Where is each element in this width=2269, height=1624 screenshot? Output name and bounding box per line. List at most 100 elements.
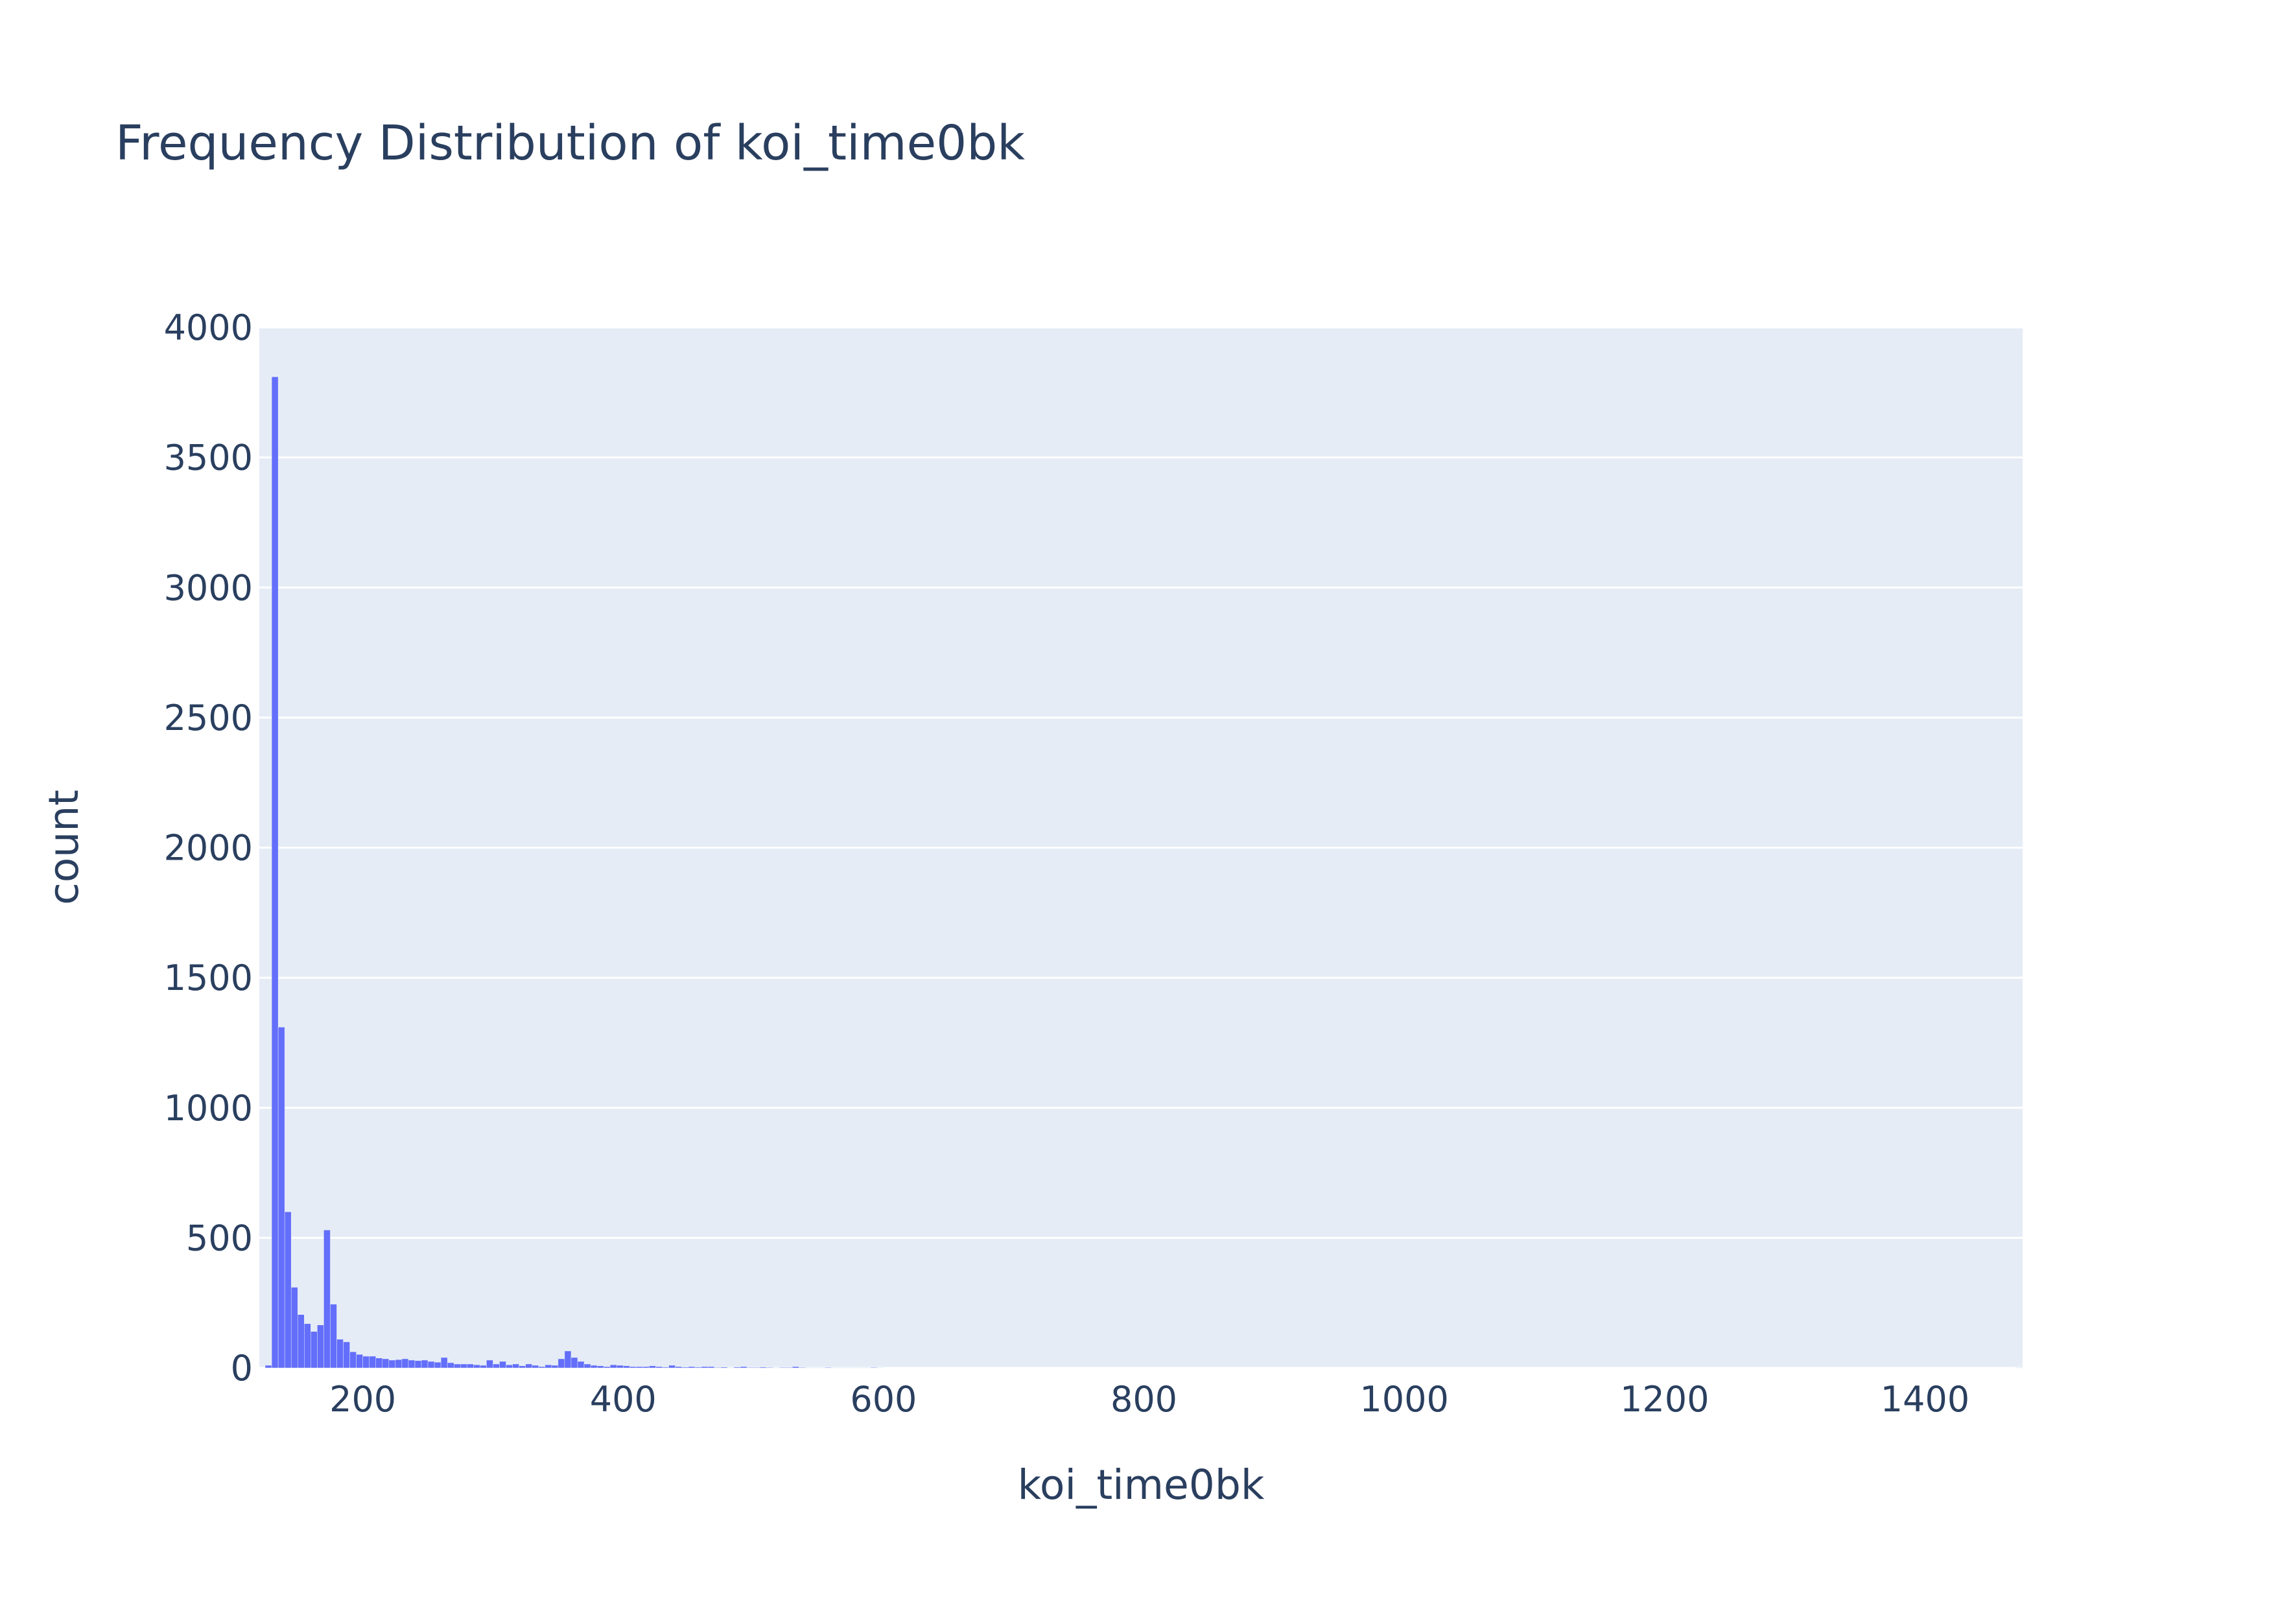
histogram-bar — [428, 1361, 434, 1368]
y-tick-label: 1000 — [164, 1088, 253, 1129]
histogram-bar — [447, 1363, 454, 1368]
y-axis-title: count — [40, 790, 88, 905]
histogram-bar — [357, 1354, 363, 1368]
histogram-bar — [799, 1367, 805, 1368]
histogram-bar — [740, 1367, 747, 1368]
histogram-bar — [265, 1365, 272, 1368]
histogram-bar — [513, 1364, 519, 1368]
histogram-bar — [591, 1365, 597, 1368]
histogram-bar — [291, 1288, 298, 1368]
x-tick-label: 1200 — [1620, 1379, 1709, 1420]
histogram-bar — [636, 1367, 642, 1368]
histogram-bar — [760, 1367, 766, 1368]
histogram-bar — [539, 1367, 545, 1368]
histogram-bar — [304, 1324, 311, 1368]
histogram-bar — [753, 1367, 760, 1368]
histogram-bar — [578, 1361, 584, 1368]
histogram-bar — [395, 1359, 402, 1368]
histogram-bar — [545, 1365, 552, 1368]
y-tick-label: 3500 — [164, 438, 253, 478]
histogram-bar — [565, 1351, 571, 1368]
histogram-bar — [663, 1367, 669, 1368]
y-tick-label: 2500 — [164, 698, 253, 738]
histogram-bar — [825, 1367, 832, 1368]
y-tick-label: 2000 — [164, 828, 253, 869]
histogram-bar — [688, 1367, 695, 1368]
histogram-bar — [460, 1364, 467, 1368]
histogram-bar — [552, 1365, 558, 1368]
x-tick-label: 1400 — [1881, 1379, 1969, 1420]
x-axis-title: koi_time0bk — [1018, 1461, 1265, 1509]
histogram-bar — [714, 1367, 721, 1368]
histogram-bar — [415, 1361, 421, 1368]
histogram-bar — [610, 1365, 617, 1368]
histogram-bar — [467, 1364, 473, 1368]
histogram-bar — [779, 1367, 786, 1368]
histogram-bar — [317, 1325, 323, 1368]
histogram-bar — [695, 1367, 701, 1368]
histogram-bar — [669, 1365, 676, 1368]
histogram-bar — [389, 1360, 395, 1368]
histogram-bar — [298, 1315, 304, 1368]
histogram-bar — [558, 1359, 565, 1368]
histogram-bar — [649, 1366, 655, 1368]
histogram-bar — [617, 1365, 623, 1368]
y-tick-label: 3000 — [164, 567, 253, 608]
histogram-bar — [747, 1367, 753, 1368]
histogram-bar — [682, 1367, 688, 1368]
histogram-bar — [350, 1352, 357, 1368]
histogram-bar — [499, 1361, 506, 1368]
histogram-bar — [701, 1367, 708, 1368]
histogram-bar — [480, 1365, 486, 1368]
histogram-bar — [441, 1358, 447, 1368]
x-tick-label: 600 — [850, 1379, 917, 1420]
histogram-bar — [519, 1366, 526, 1368]
histogram-bar — [382, 1359, 389, 1368]
histogram-bar — [434, 1362, 441, 1368]
histogram-bar — [323, 1230, 330, 1368]
histogram-bar — [421, 1360, 428, 1368]
histogram-bar — [871, 1367, 877, 1368]
histogram-bar — [493, 1364, 499, 1368]
histogram-bar — [642, 1367, 649, 1368]
histogram-bar — [532, 1365, 539, 1368]
x-tick-label: 400 — [590, 1379, 657, 1420]
histogram-bar — [792, 1367, 799, 1368]
histogram-bar — [330, 1304, 336, 1368]
x-tick-label: 200 — [329, 1379, 396, 1420]
histogram-bar — [676, 1367, 682, 1368]
histogram-bar — [623, 1366, 629, 1368]
histogram-bar — [584, 1364, 591, 1368]
histogram-bar — [311, 1332, 317, 1368]
histogram-bar — [734, 1367, 740, 1368]
y-tick-label: 0 — [231, 1348, 253, 1389]
histogram-bar — [408, 1360, 415, 1368]
histogram-bar — [370, 1356, 376, 1368]
histogram-bar — [454, 1364, 460, 1368]
y-tick-label: 500 — [186, 1218, 253, 1258]
histogram-bar — [597, 1366, 604, 1368]
histogram-bar — [402, 1359, 408, 1368]
histogram-bar — [721, 1367, 727, 1368]
histogram-bar — [708, 1367, 714, 1368]
histogram-bar — [376, 1358, 382, 1368]
histogram-bar — [285, 1212, 291, 1368]
histogram-bar — [486, 1360, 493, 1368]
y-tick-label: 4000 — [164, 307, 253, 348]
histogram-bar — [571, 1358, 578, 1368]
histogram-bar — [336, 1339, 343, 1368]
y-tick-label: 1500 — [164, 958, 253, 998]
histogram-bar — [786, 1367, 792, 1368]
histogram-bar — [604, 1367, 610, 1368]
histogram-bar — [655, 1367, 662, 1368]
histogram-bar — [526, 1364, 532, 1368]
histogram-bar — [629, 1367, 636, 1368]
histogram-bar — [278, 1027, 285, 1368]
histogram-bar — [473, 1365, 480, 1368]
y-tick-labels: 0 500 1000 1500 2000 2500 3000 3500 4000 — [164, 307, 253, 1389]
histogram-bar — [506, 1365, 513, 1368]
histogram-bar — [363, 1356, 370, 1368]
